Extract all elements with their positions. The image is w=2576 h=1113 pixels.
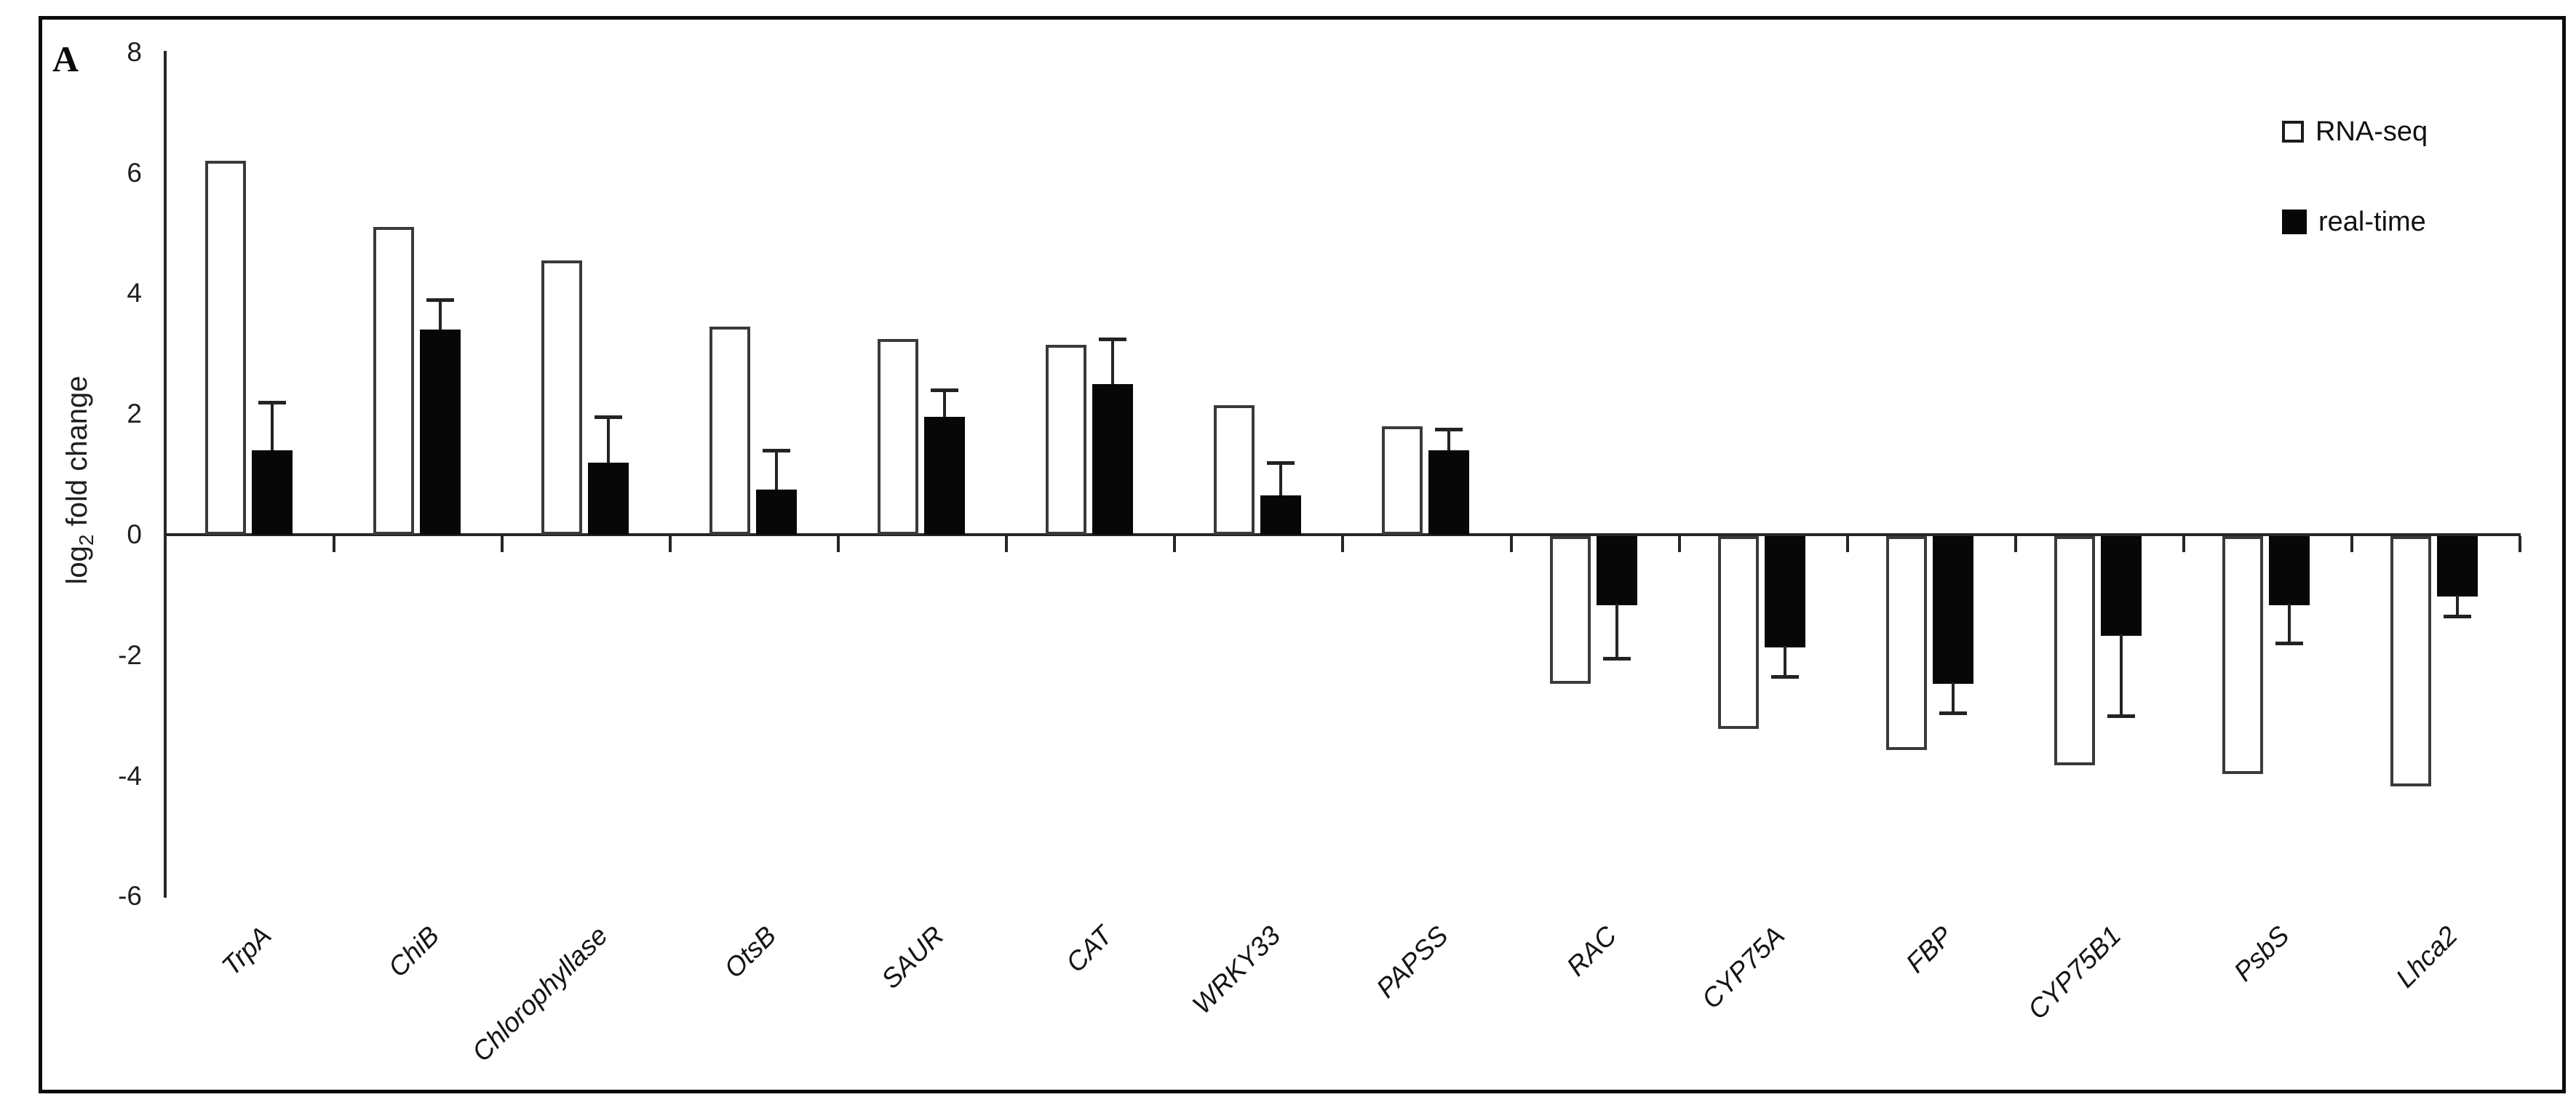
bar-rna-seq-WRKY33 bbox=[1213, 404, 1255, 535]
error-bar-CYP75A bbox=[1784, 646, 1787, 677]
error-bar-WRKY33 bbox=[1279, 462, 1282, 496]
y-tick-label: 2 bbox=[127, 399, 142, 429]
y-axis-line bbox=[164, 50, 167, 898]
figure-border bbox=[39, 16, 2566, 1093]
x-axis-tick bbox=[1173, 536, 1177, 552]
error-bar-ChiB bbox=[438, 299, 442, 330]
error-bar-cap-CYP75B1 bbox=[2107, 714, 2136, 718]
y-tick-label: -6 bbox=[118, 881, 142, 911]
bar-real-time-CYP75A bbox=[1765, 536, 1806, 648]
error-bar-TrpA bbox=[270, 402, 274, 450]
legend-item-real-time: real-time bbox=[2282, 207, 2426, 237]
error-bar-PsbS bbox=[2288, 604, 2291, 644]
y-tick-label: 4 bbox=[127, 278, 142, 308]
error-bar-cap-FBP bbox=[1939, 711, 1968, 715]
bar-rna-seq-PsbS bbox=[2222, 536, 2264, 775]
bar-real-time-CYP75B1 bbox=[2101, 536, 2142, 636]
error-bar-OtsB bbox=[774, 450, 778, 490]
bar-rna-seq-Chlorophyllase bbox=[541, 260, 582, 535]
x-axis-tick bbox=[333, 536, 336, 552]
error-bar-CYP75B1 bbox=[2120, 634, 2123, 716]
rna-seq-open-square-swatch bbox=[2282, 121, 2304, 143]
x-axis-tick bbox=[501, 536, 504, 552]
bar-real-time-PsbS bbox=[2269, 536, 2310, 606]
bar-rna-seq-Lhca2 bbox=[2390, 536, 2432, 787]
y-tick-label: -4 bbox=[118, 760, 142, 791]
error-bar-SAUR bbox=[942, 390, 946, 418]
x-axis-tick bbox=[2350, 536, 2353, 552]
x-axis-tick bbox=[1341, 536, 1345, 552]
y-tick-label: -2 bbox=[118, 639, 142, 670]
error-bar-cap-Lhca2 bbox=[2444, 614, 2472, 618]
bar-real-time-Lhca2 bbox=[2437, 536, 2478, 597]
x-axis-tick bbox=[669, 536, 672, 552]
bar-real-time-SAUR bbox=[923, 417, 965, 535]
panel-label: A bbox=[52, 39, 79, 79]
bar-rna-seq-TrpA bbox=[204, 161, 246, 535]
bar-rna-seq-CYP75A bbox=[1718, 536, 1760, 730]
error-bar-cap-CYP75A bbox=[1771, 674, 1800, 679]
y-tick-label: 8 bbox=[127, 36, 142, 67]
bar-real-time-CAT bbox=[1092, 383, 1133, 535]
real-time-filled-square-swatch bbox=[2282, 210, 2307, 234]
error-bar-cap-TrpA bbox=[258, 400, 286, 404]
x-axis-tick bbox=[2014, 536, 2017, 552]
error-bar-cap-SAUR bbox=[930, 388, 958, 393]
x-axis-tick bbox=[1677, 536, 1681, 552]
error-bar-cap-Chlorophyllase bbox=[594, 415, 622, 420]
error-bar-PAPSS bbox=[1447, 428, 1451, 450]
bar-real-time-RAC bbox=[1597, 536, 1638, 606]
error-bar-cap-RAC bbox=[1603, 656, 1631, 661]
bar-rna-seq-FBP bbox=[1886, 536, 1928, 751]
bar-real-time-OtsB bbox=[755, 489, 797, 535]
bar-real-time-WRKY33 bbox=[1260, 495, 1301, 535]
error-bar-Chlorophyllase bbox=[606, 417, 610, 463]
x-axis-tick bbox=[1845, 536, 1849, 552]
x-axis-tick bbox=[1005, 536, 1009, 552]
bar-rna-seq-CAT bbox=[1045, 344, 1086, 535]
bar-rna-seq-CYP75B1 bbox=[2054, 536, 2096, 766]
bar-real-time-FBP bbox=[1933, 536, 1974, 685]
error-bar-cap-WRKY33 bbox=[1266, 460, 1295, 465]
y-tick-label: 0 bbox=[127, 519, 142, 549]
bar-real-time-PAPSS bbox=[1428, 450, 1470, 535]
error-bar-cap-ChiB bbox=[426, 298, 454, 302]
legend-label-rna-seq: RNA-seq bbox=[2315, 116, 2428, 147]
x-axis-tick bbox=[2518, 536, 2521, 552]
error-bar-cap-CAT bbox=[1098, 337, 1126, 341]
error-bar-cap-PsbS bbox=[2275, 642, 2304, 646]
error-bar-cap-PAPSS bbox=[1435, 427, 1463, 431]
x-axis-tick bbox=[1509, 536, 1513, 552]
y-tick-label: 6 bbox=[127, 157, 142, 188]
error-bar-FBP bbox=[1952, 682, 1955, 713]
error-bar-cap-OtsB bbox=[762, 448, 790, 452]
x-axis-tick bbox=[837, 536, 840, 552]
bar-rna-seq-ChiB bbox=[373, 227, 414, 535]
bar-rna-seq-OtsB bbox=[709, 326, 750, 535]
x-axis-line bbox=[164, 533, 2521, 536]
x-axis-tick bbox=[2182, 536, 2185, 552]
bar-rna-seq-PAPSS bbox=[1382, 426, 1423, 535]
error-bar-Lhca2 bbox=[2456, 594, 2460, 616]
bar-real-time-Chlorophyllase bbox=[587, 462, 629, 535]
bar-real-time-ChiB bbox=[419, 330, 461, 535]
error-bar-CAT bbox=[1110, 338, 1114, 384]
bar-rna-seq-SAUR bbox=[877, 338, 918, 535]
y-axis-title: log2 fold change bbox=[61, 375, 98, 585]
bar-real-time-TrpA bbox=[251, 450, 293, 535]
legend-label-real-time: real-time bbox=[2318, 206, 2426, 237]
bar-rna-seq-RAC bbox=[1550, 536, 1591, 685]
legend-item-rna-seq: RNA-seq bbox=[2282, 116, 2428, 147]
error-bar-RAC bbox=[1615, 604, 1619, 658]
